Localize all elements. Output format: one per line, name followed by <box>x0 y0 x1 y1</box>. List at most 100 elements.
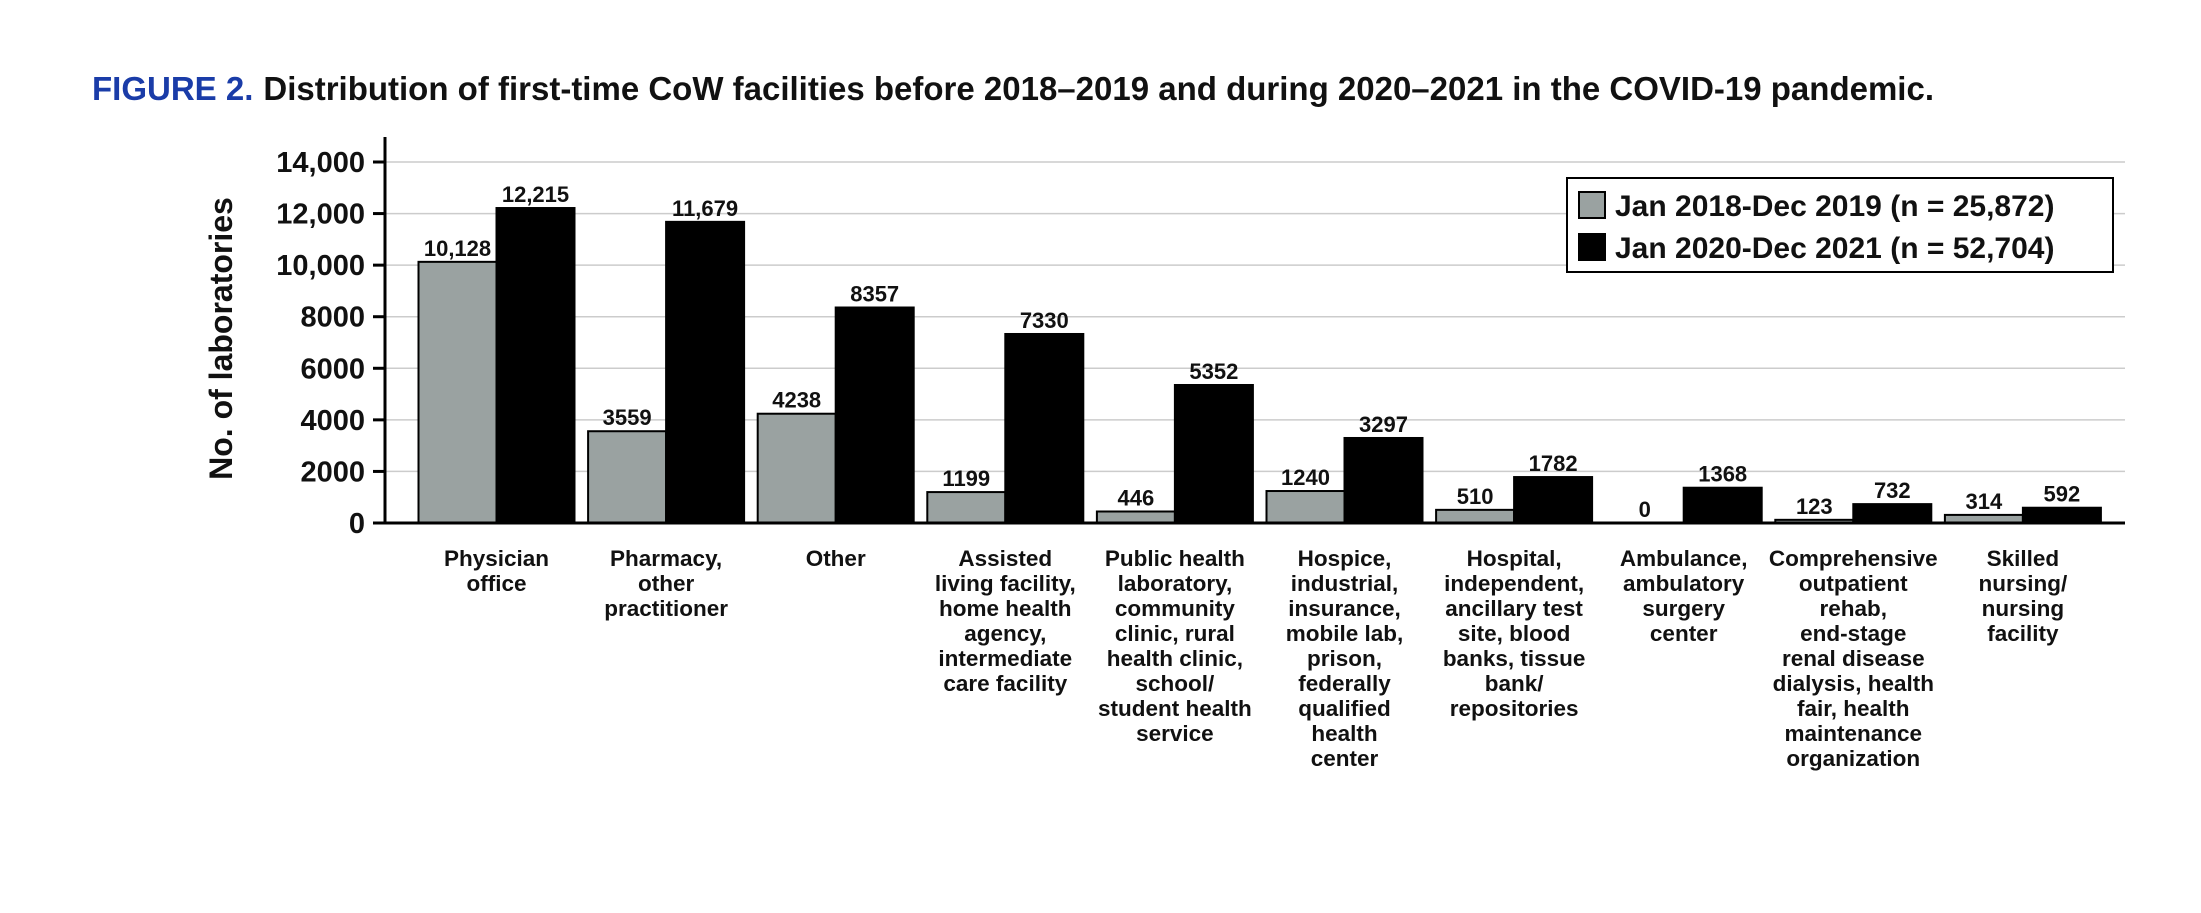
bar <box>1265 490 1346 525</box>
bar <box>1095 510 1176 525</box>
bar <box>1682 486 1763 524</box>
figure-title: FIGURE 2. Distribution of first-time CoW … <box>92 70 1934 108</box>
x-category-label-line: Ambulance, <box>1620 546 1748 571</box>
x-category-label-line: living facility, <box>935 571 1076 596</box>
legend-swatch <box>1578 191 1606 219</box>
x-category-label-line: outpatient <box>1799 571 1908 596</box>
bar <box>756 412 837 525</box>
data-label: 1199 <box>942 466 990 491</box>
bar <box>1513 476 1594 525</box>
x-category-label-line: surgery <box>1642 596 1725 621</box>
y-tick-label: 12,000 <box>276 199 365 231</box>
bar <box>926 491 1007 524</box>
x-category-label: Physician office <box>444 546 549 596</box>
x-category-label-line: bank/ <box>1485 671 1545 696</box>
bar <box>1343 436 1424 524</box>
x-category-label-line: Skilled <box>1987 546 2060 571</box>
x-category-label-line: service <box>1136 721 1214 746</box>
bar <box>834 306 915 524</box>
x-category-label-line: home health <box>939 596 1072 621</box>
data-label: 510 <box>1457 484 1494 509</box>
x-category-label-line: clinic, rural <box>1115 621 1235 646</box>
data-label: 0 <box>1639 497 1651 522</box>
data-label: 8357 <box>850 282 899 307</box>
y-tick-label: 2000 <box>300 456 365 488</box>
x-category-label-line: care facility <box>943 671 1067 696</box>
x-category-label-line: agency, <box>964 621 1046 646</box>
x-category-label-line: nursing <box>1982 596 2065 621</box>
x-category-label-line: site, blood <box>1458 621 1571 646</box>
x-category-label-line: Public health <box>1105 546 1245 571</box>
bar <box>495 207 576 524</box>
x-category-label-line: school/ <box>1136 671 1216 696</box>
x-category-label-line: Assisted <box>958 546 1052 571</box>
x-category-label: Hospital, independent, ancillary test site,… <box>1443 546 1586 721</box>
x-category-label-line: fair, health <box>1797 696 1910 721</box>
legend-box <box>1566 177 2114 273</box>
x-category-label-line: independent, <box>1444 571 1584 596</box>
labels: 0 2000 4000 6000 8000 10,000 12,000 14,000 No. o… <box>203 147 2080 771</box>
y-tick-label: 6000 <box>300 353 365 385</box>
x-category-label-line: health clinic, <box>1107 646 1243 671</box>
x-category-label-line: qualified <box>1298 696 1391 721</box>
x-category-label-line: maintenance <box>1785 721 1923 746</box>
data-label: 12,215 <box>502 182 569 207</box>
data-label: 5352 <box>1189 359 1238 384</box>
x-category-label: Ambulance, ambulatory surgery center <box>1620 546 1748 646</box>
data-label: 10,128 <box>424 236 491 261</box>
x-category-label-line: insurance, <box>1288 596 1401 621</box>
data-label: 123 <box>1796 494 1833 519</box>
data-label: 1368 <box>1698 462 1747 487</box>
data-label: 592 <box>2044 482 2081 507</box>
y-tick-label: 10,000 <box>276 250 365 282</box>
bar <box>1435 508 1516 524</box>
bar <box>1173 383 1254 524</box>
y-tick-label: 0 <box>349 508 365 540</box>
x-category-label-line: health <box>1311 721 1377 746</box>
y-tick-label: 14,000 <box>276 147 365 179</box>
y-tick-label: 8000 <box>300 302 365 334</box>
x-category-label-line: banks, tissue <box>1443 646 1586 671</box>
x-category-label-line: prison, <box>1307 646 1382 671</box>
x-category-label-line: Physician <box>444 546 549 571</box>
x-category-label-line: intermediate <box>938 646 1072 671</box>
x-category-label-line: industrial, <box>1291 571 1399 596</box>
x-category-label: Pharmacy, other practitioner <box>604 546 728 621</box>
data-label: 4238 <box>772 388 821 413</box>
x-category-label-line: dialysis, health <box>1773 671 1934 696</box>
x-category-label-line: center <box>1650 621 1718 646</box>
x-category-label-line: facility <box>1987 621 2059 646</box>
x-category-label: Public health laboratory, community clinic,… <box>1098 546 1252 746</box>
bar <box>1004 332 1085 525</box>
x-category-label-line: ambulatory <box>1623 571 1745 596</box>
data-label: 7330 <box>1020 308 1069 333</box>
x-category-label-line: Pharmacy, <box>610 546 722 571</box>
x-category-label-line: Hospice, <box>1298 546 1392 571</box>
x-category-label-line: organization <box>1786 746 1920 771</box>
x-category-label: Assisted living facility, home health agenc… <box>935 546 1076 696</box>
data-label: 1240 <box>1281 465 1330 490</box>
x-category-label-line: repositories <box>1450 696 1579 721</box>
legend-label: Jan 2020-Dec 2021 (n = 52,704) <box>1615 232 2054 265</box>
legend-swatch <box>1578 233 1606 261</box>
data-label: 446 <box>1118 485 1155 510</box>
x-category-label-line: ancillary test <box>1445 596 1583 621</box>
x-category-label-line: other <box>638 571 694 596</box>
x-category-label-line: Hospital, <box>1467 546 1562 571</box>
legend: Jan 2018-Dec 2019 (n = 25,872) Jan 2020-D… <box>1566 177 2114 273</box>
axes <box>373 137 2125 525</box>
bar <box>587 430 668 524</box>
x-category-label: Hospice, industrial, insurance, mobile lab,… <box>1286 546 1404 771</box>
x-category-label-line: Comprehensive <box>1769 546 1938 571</box>
x-category-label-line: federally <box>1298 671 1391 696</box>
data-label: 3559 <box>603 405 652 430</box>
bar <box>417 260 498 524</box>
data-label: 3297 <box>1359 412 1408 437</box>
data-label: 1782 <box>1529 451 1578 476</box>
x-category-label-line: practitioner <box>604 596 728 621</box>
x-category-label-line: office <box>466 571 526 596</box>
data-label: 732 <box>1874 478 1911 503</box>
x-category-label-line: renal disease <box>1782 646 1925 671</box>
x-category-label: Skilled nursing/nursing facility <box>1979 546 2068 646</box>
